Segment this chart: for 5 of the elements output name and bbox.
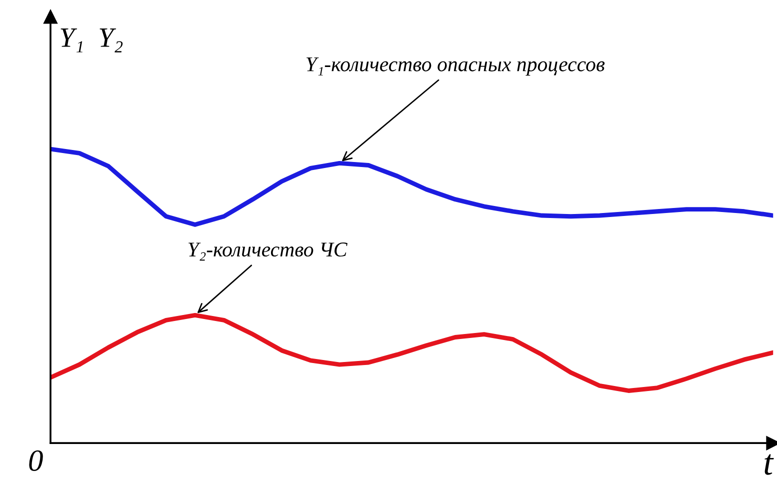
text: 0 [29,450,43,471]
annotation: Y₂-количество ЧС [188,242,348,261]
y-axis-title: Y₁ Y₂ [60,28,123,52]
x-axis-title: t [764,454,774,475]
text: Y₁-количество опасных процессов [306,57,605,76]
